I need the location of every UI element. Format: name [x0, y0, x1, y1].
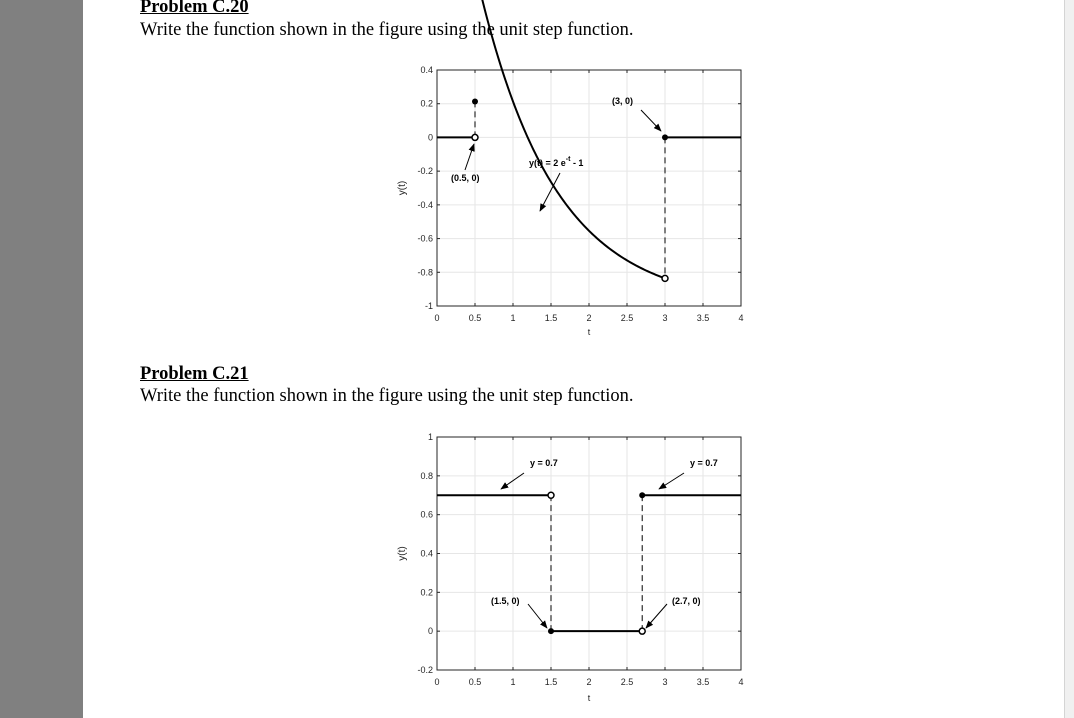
- x-tick-label: 0.5: [469, 313, 482, 323]
- annotation-label: (3, 0): [612, 96, 633, 106]
- annotation-label: (0.5, 0): [451, 173, 480, 183]
- x-tick-label: 2: [586, 677, 591, 687]
- problem-c21-text: Write the function shown in the figure u…: [140, 386, 634, 406]
- annotation-label: (1.5, 0): [491, 596, 520, 606]
- x-axis-label: t: [588, 327, 591, 337]
- y-tick-label: 0.4: [420, 549, 433, 559]
- closed-point: [639, 492, 646, 499]
- x-tick-label: 3.5: [697, 677, 710, 687]
- y-tick-label: 0: [428, 132, 433, 142]
- x-tick-label: 1.5: [545, 677, 558, 687]
- annotation-arrow: [645, 603, 668, 629]
- y-axis-label: y(t): [397, 546, 408, 560]
- y-axis-label: y(t): [397, 181, 408, 195]
- closed-point: [472, 98, 478, 105]
- y-tick-label: 0.8: [420, 471, 433, 481]
- x-tick-label: 0: [434, 677, 439, 687]
- x-tick-label: 4: [738, 677, 743, 687]
- annotation-arrow: [500, 472, 525, 490]
- x-tick-label: 0.5: [469, 677, 482, 687]
- x-tick-label: 1.5: [545, 313, 558, 323]
- y-tick-label: -1: [425, 301, 433, 311]
- y-tick-label: -0.6: [417, 234, 433, 244]
- pdf-page: [83, 0, 1064, 718]
- annotation-arrow: [527, 603, 548, 629]
- x-tick-label: 1: [510, 677, 515, 687]
- chart-2: 0 0.5 1 1.5 2 2.5 3 3.5 410.80.60.40.20-0.2ty(t)…: [397, 432, 744, 703]
- x-tick-label: 4: [738, 313, 743, 323]
- annotation-label: y(t) = 2 e-t - 1: [529, 156, 583, 168]
- open-point: [471, 133, 479, 142]
- y-tick-label: 0.6: [420, 510, 433, 520]
- y-tick-label: -0.2: [417, 166, 433, 176]
- y-tick-label: 0: [428, 626, 433, 636]
- x-tick-label: 2: [586, 313, 591, 323]
- plot-frame: [436, 436, 742, 671]
- problem-c21-title: Problem C.21: [140, 364, 249, 384]
- y-tick-label: -0.8: [417, 267, 433, 277]
- open-point: [547, 491, 555, 499]
- y-tick-label: 1: [428, 432, 433, 442]
- y-tick-label: 0.2: [420, 587, 433, 597]
- x-tick-label: 3: [662, 313, 667, 323]
- x-tick-label: 1: [510, 313, 515, 323]
- x-tick-label: 3.5: [697, 313, 710, 323]
- annotation-label: (2.7, 0): [672, 596, 701, 606]
- x-tick-label: 0: [434, 313, 439, 323]
- closed-point: [662, 134, 668, 141]
- open-point: [661, 274, 669, 283]
- y-tick-label: 0.4: [420, 65, 433, 75]
- closed-point: [548, 628, 554, 635]
- y-tick-label: 0.2: [420, 99, 433, 109]
- open-point: [638, 627, 646, 635]
- y-tick-label: -0.4: [417, 200, 433, 210]
- x-tick-label: 2.5: [621, 677, 634, 687]
- vertical-scrollbar[interactable]: [1064, 0, 1074, 718]
- annotation-arrow: [464, 143, 475, 171]
- x-tick-label: 2.5: [621, 313, 634, 323]
- annotation-label: y = 0.7: [530, 458, 558, 468]
- series-curve: [481, 0, 666, 280]
- annotation-arrow: [539, 172, 561, 212]
- y-tick-label: -0.2: [417, 665, 433, 675]
- annotation-label: y = 0.7: [690, 458, 718, 468]
- x-tick-label: 3: [662, 677, 667, 687]
- problem-c20-title: Problem C.20: [140, 0, 249, 17]
- chart-1: 0 0.5 1 1.5 2 2.5 3 3.5 4 0.4 0.2 0 -0.2 -0.4 -0.6 -0.8…: [397, 0, 744, 337]
- problem-c20-text: Write the function shown in the figure u…: [140, 20, 634, 40]
- x-axis-label: t: [588, 693, 591, 703]
- annotation-arrow: [658, 472, 685, 490]
- annotation-arrow: [640, 109, 662, 132]
- plot-frame: [436, 69, 742, 307]
